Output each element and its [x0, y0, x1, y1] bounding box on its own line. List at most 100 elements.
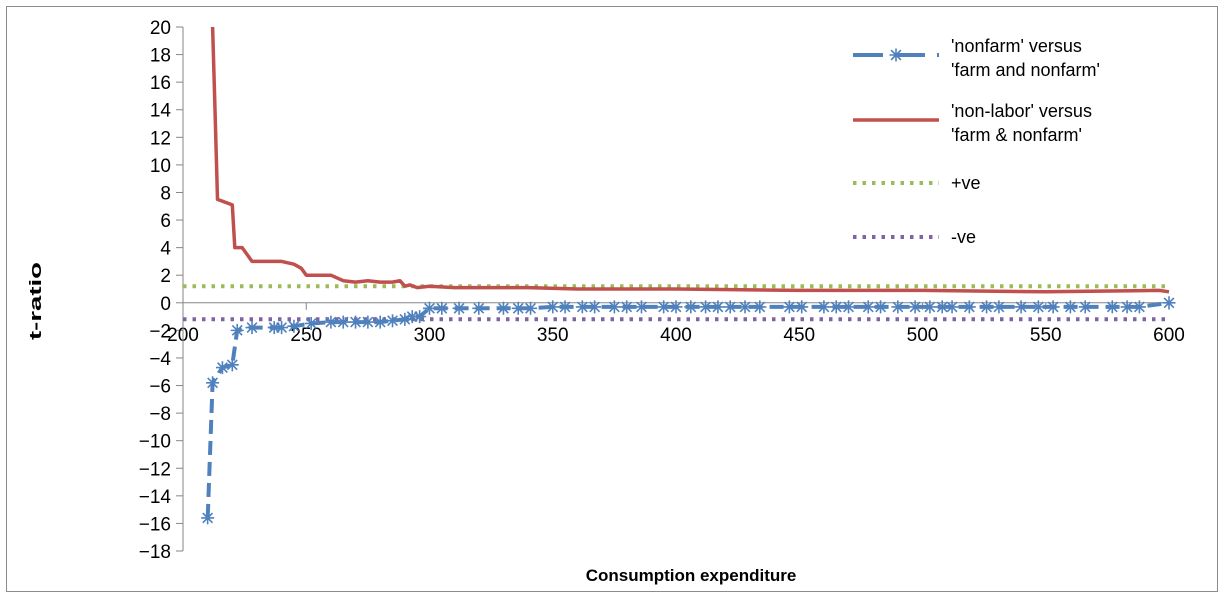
y-tick-label: 14 [150, 101, 172, 122]
y-tick-label: 20 [150, 18, 171, 39]
legend-item-3: -ve [853, 227, 976, 247]
y-tick-label: −2 [149, 321, 171, 342]
legend-item-1: 'non-labor' versus 'farm & nonfarm' [853, 101, 1092, 145]
legend-label: 'nonfarm' versus [951, 36, 1082, 56]
line-chart: 20181614121086420−2−4−6−8−10−12−14−16−18… [26, 18, 1185, 585]
y-tick-label: 8 [160, 183, 171, 204]
data-point [874, 300, 888, 314]
data-point [230, 323, 244, 337]
legend-label: +ve [951, 173, 981, 193]
y-axis-title: t-ratio [26, 262, 45, 340]
y-tick-label: 6 [160, 211, 171, 232]
data-point [945, 300, 959, 314]
y-tick-label: −16 [139, 514, 171, 535]
x-tick-label: 500 [907, 325, 939, 346]
chart-frame: 20 18 16 14 12 10 8 6 4 2 0 −2 −4 −6 −8 −10 −12 −14 −16 −18… [6, 6, 1218, 592]
legend-marker [889, 48, 903, 62]
data-point [923, 300, 937, 314]
y-tick-label: −4 [149, 349, 171, 370]
data-point [245, 321, 259, 335]
x-tick-label: 450 [783, 325, 815, 346]
y-tick-label: −10 [139, 432, 171, 453]
data-point [324, 315, 338, 329]
x-tick-label: 350 [537, 325, 569, 346]
y-tick-label: 10 [150, 156, 171, 177]
y-tick-label: 4 [160, 239, 171, 260]
y-tick-label: 18 [150, 46, 171, 67]
y-tick-label: 0 [160, 294, 171, 315]
data-point [620, 300, 634, 314]
data-point [1046, 300, 1060, 314]
data-point [992, 300, 1006, 314]
y-tick-label: 12 [150, 128, 171, 149]
legend-label: 'farm and nonfarm' [951, 60, 1100, 80]
legend-label: 'non-labor' versus [951, 101, 1092, 121]
data-point [723, 300, 737, 314]
data-point [782, 300, 796, 314]
y-tick-label: 2 [160, 266, 171, 287]
data-point [1132, 300, 1146, 314]
data-point [1105, 300, 1119, 314]
y-tick-label: −14 [139, 487, 172, 508]
data-point [588, 300, 602, 314]
data-point [336, 315, 350, 329]
x-tick-label: 400 [660, 325, 692, 346]
y-tick-label: −8 [149, 404, 171, 425]
data-point [711, 300, 725, 314]
y-tick-label: −6 [149, 377, 171, 398]
data-point [1120, 300, 1134, 314]
data-point [935, 300, 949, 314]
legend-item-0: 'nonfarm' versus 'farm and nonfarm' [853, 36, 1100, 80]
data-point [1031, 300, 1045, 314]
data-point [496, 301, 510, 315]
data-point [817, 300, 831, 314]
x-tick-label: 550 [1030, 325, 1062, 346]
data-point [546, 300, 560, 314]
legend-label: -ve [951, 227, 976, 247]
data-point [1063, 300, 1077, 314]
data-point [795, 300, 809, 314]
data-point [361, 315, 375, 329]
series-1 [210, 26, 1170, 294]
data-point [891, 300, 905, 314]
data-point [398, 312, 412, 326]
data-point [908, 300, 922, 314]
data-point [413, 310, 427, 324]
series-0 [201, 296, 1176, 525]
data-point [267, 321, 281, 335]
data-point [1162, 296, 1176, 310]
x-axis-title: Consumption expenditure [586, 566, 797, 585]
data-point [575, 300, 589, 314]
data-point [669, 300, 683, 314]
legend: 'nonfarm' versus 'farm and nonfarm' 'non-l… [853, 36, 1100, 247]
data-point [373, 315, 387, 329]
data-point [225, 358, 239, 372]
data-point [829, 300, 843, 314]
series-line [210, 26, 1170, 294]
data-point [1078, 300, 1092, 314]
data-point [558, 300, 572, 314]
data-point [275, 321, 289, 335]
data-point [753, 300, 767, 314]
data-point [511, 301, 525, 315]
legend-item-2: +ve [853, 173, 981, 193]
data-point [962, 300, 976, 314]
data-point [1014, 300, 1028, 314]
data-point [435, 301, 449, 315]
legend-label: 'farm & nonfarm' [951, 125, 1082, 145]
data-point [215, 361, 229, 375]
data-point [684, 300, 698, 314]
data-point [980, 300, 994, 314]
data-point [607, 300, 621, 314]
data-point [472, 301, 486, 315]
y-tick-label: −12 [139, 459, 171, 480]
y-tick-label: −18 [139, 542, 171, 563]
data-point [386, 314, 400, 328]
series-group [183, 26, 1176, 525]
x-tick-label: 600 [1153, 325, 1185, 346]
data-point [349, 315, 363, 329]
data-point [861, 300, 875, 314]
data-point [287, 319, 301, 333]
data-point [304, 316, 318, 330]
